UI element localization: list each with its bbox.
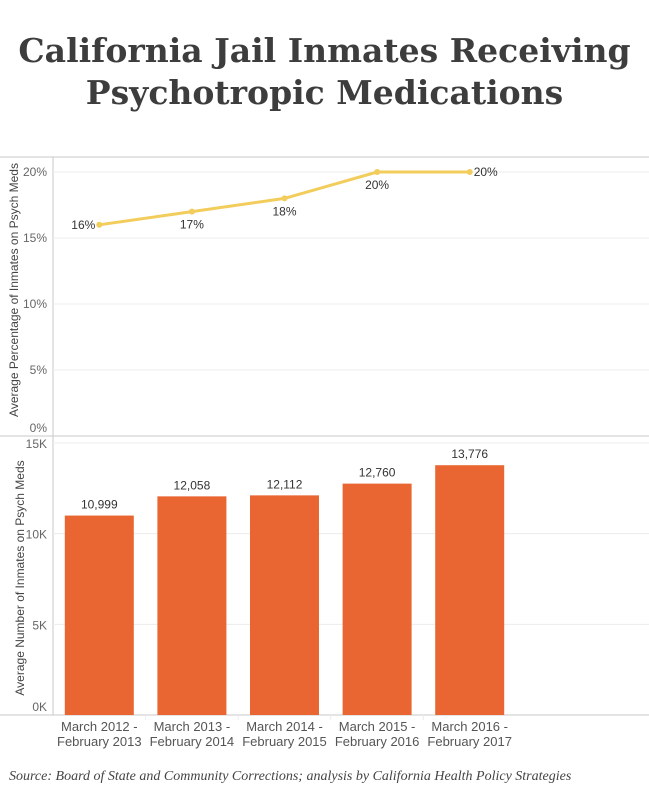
line-point bbox=[374, 169, 381, 175]
bar-y-tick-label: 10K bbox=[26, 528, 47, 542]
bar-y-tick-label: 15K bbox=[26, 437, 47, 451]
x-category-label-line1: March 2016 - bbox=[431, 719, 508, 734]
x-category-label-line1: March 2013 - bbox=[154, 719, 231, 734]
bar bbox=[157, 496, 227, 715]
line-y-tick-label: 15% bbox=[23, 231, 47, 245]
bar-data-label: 12,112 bbox=[267, 477, 303, 491]
bar-y-tick-label: 5K bbox=[32, 618, 47, 632]
line-y-tick-label: 20% bbox=[23, 165, 47, 179]
bar bbox=[435, 465, 505, 715]
bar bbox=[342, 483, 412, 715]
x-category-label-line2: February 2017 bbox=[427, 734, 512, 749]
line-point bbox=[281, 195, 288, 202]
line-y-tick-label: 0% bbox=[30, 421, 48, 435]
chart-title: California Jail Inmates Receiving Psycho… bbox=[0, 30, 649, 114]
x-category-label-line1: March 2015 - bbox=[339, 719, 416, 734]
x-category-label-line2: February 2013 bbox=[57, 734, 142, 749]
x-category-label-line2: February 2015 bbox=[242, 734, 327, 749]
line-data-label: 17% bbox=[180, 218, 204, 232]
line-y-tick-label: 5% bbox=[30, 363, 48, 377]
title-line-1: California Jail Inmates Receiving bbox=[18, 31, 631, 70]
bar-y-axis-title: Average Number of Inmates on Psych Meds bbox=[13, 460, 27, 695]
x-category-label-line1: March 2012 - bbox=[61, 719, 138, 734]
line-y-axis-title: Average Percentage of Inmates on Psych M… bbox=[7, 163, 21, 417]
bar-y-tick-label: 0K bbox=[32, 700, 47, 714]
line-point bbox=[466, 169, 473, 175]
line-data-label: 16% bbox=[71, 218, 95, 232]
x-category-label-line2: February 2014 bbox=[150, 734, 235, 749]
bar-data-label: 12,760 bbox=[359, 466, 396, 480]
bar bbox=[64, 515, 134, 715]
bar-data-label: 12,058 bbox=[174, 478, 211, 492]
x-category-label-line2: February 2016 bbox=[335, 734, 420, 749]
bar-data-label: 10,999 bbox=[81, 498, 118, 512]
bar bbox=[250, 495, 319, 715]
line-data-label: 20% bbox=[474, 165, 498, 179]
line-point bbox=[188, 208, 195, 215]
source-note: Source: Board of State and Community Cor… bbox=[9, 769, 572, 784]
title-line-2: Psychotropic Medications bbox=[85, 73, 564, 112]
bar-data-label: 13,776 bbox=[451, 447, 488, 461]
line-data-label: 20% bbox=[365, 178, 389, 192]
line-point bbox=[96, 221, 103, 228]
line-y-tick-label: 10% bbox=[23, 297, 47, 311]
line-data-label: 18% bbox=[272, 204, 296, 218]
x-category-label-line1: March 2014 - bbox=[246, 719, 323, 734]
